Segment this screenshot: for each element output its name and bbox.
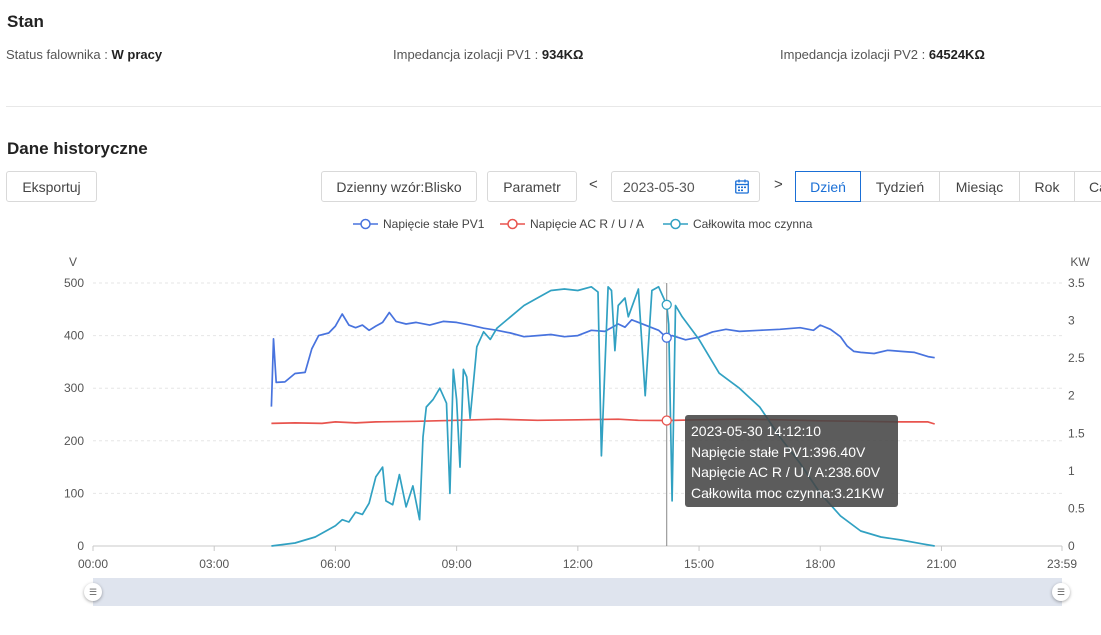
legend-pv1-label: Napięcie stałe PV1 bbox=[383, 217, 485, 231]
tab-day[interactable]: Dzień bbox=[795, 171, 861, 202]
separator: : bbox=[921, 47, 926, 62]
tab-week[interactable]: Tydzień bbox=[860, 171, 940, 202]
calendar-icon[interactable] bbox=[735, 179, 749, 197]
x-tick-label: 09:00 bbox=[442, 557, 472, 571]
slider-handle-icon: ☰ bbox=[1056, 586, 1066, 597]
pv2-insulation-label: Impedancja izolacji PV2 bbox=[780, 47, 919, 62]
y-right-tick-label: 3.5 bbox=[1068, 276, 1085, 290]
legend-ac-label: Napięcie AC R / U / A bbox=[530, 217, 645, 231]
series-power-line bbox=[271, 285, 935, 547]
previous-date-button[interactable]: < bbox=[589, 176, 598, 193]
inverter-status: Status falownika : W pracy bbox=[6, 47, 162, 62]
parameter-button[interactable]: Parametr bbox=[487, 171, 577, 202]
export-button[interactable]: Eksportuj bbox=[6, 171, 97, 202]
y-right-tick-label: 0.5 bbox=[1068, 501, 1085, 515]
x-tick-label: 18:00 bbox=[805, 557, 835, 571]
history-title: Dane historyczne bbox=[7, 139, 148, 158]
status-title: Stan bbox=[7, 12, 44, 31]
y-left-tick-label: 400 bbox=[64, 329, 84, 343]
legend-item-ac[interactable]: Napięcie AC R / U / A bbox=[500, 217, 644, 231]
legend-item-pv1[interactable]: Napięcie stałe PV1 bbox=[353, 217, 484, 231]
y-left-tick-label: 200 bbox=[64, 434, 84, 448]
y-right-tick-label: 1.5 bbox=[1068, 426, 1085, 440]
chart-tooltip: 2023-05-30 14:12:10 Napięcie stałe PV1:3… bbox=[685, 415, 898, 507]
y-left-tick-label: 500 bbox=[64, 276, 84, 290]
y-left-tick-label: 0 bbox=[77, 539, 84, 553]
time-range-slider[interactable] bbox=[93, 578, 1062, 606]
cursor-point bbox=[661, 415, 672, 426]
next-date-button[interactable]: > bbox=[774, 176, 783, 193]
pv1-insulation-value: 934KΩ bbox=[541, 47, 584, 62]
inverter-status-value: W pracy bbox=[111, 47, 163, 62]
x-tick-label: 21:00 bbox=[926, 557, 956, 571]
tooltip-pv1: Napięcie stałe PV1:396.40V bbox=[691, 443, 866, 460]
tab-total[interactable]: Ca bbox=[1074, 171, 1101, 202]
x-tick-label: 03:00 bbox=[199, 557, 229, 571]
y-right-tick-label: 3 bbox=[1068, 314, 1075, 328]
x-tick-label: 12:00 bbox=[563, 557, 593, 571]
pv2-insulation-value: 64524KΩ bbox=[928, 47, 985, 62]
inverter-status-label: Status falownika bbox=[6, 47, 101, 62]
y-right-tick-label: 1 bbox=[1068, 464, 1075, 478]
slider-handle-icon: ☰ bbox=[88, 586, 98, 597]
pv1-insulation-label: Impedancja izolacji PV1 bbox=[393, 47, 532, 62]
y-left-tick-label: 100 bbox=[64, 486, 84, 500]
history-chart[interactable]: 500 400 300 200 100 0 3.5 3 2.5 2 1.5 1 0.5 0 V KW 00:00… bbox=[0, 205, 1101, 575]
x-tick-label: 00:00 bbox=[78, 557, 108, 571]
x-tick-label: 06:00 bbox=[320, 557, 350, 571]
section-divider bbox=[6, 106, 1101, 107]
tooltip-ac: Napięcie AC R / U / A:238.60V bbox=[691, 464, 881, 480]
legend-ac-icon bbox=[500, 218, 525, 230]
y-right-tick-label: 2 bbox=[1068, 389, 1075, 403]
date-picker-input[interactable]: 2023-05-30 bbox=[611, 171, 760, 202]
y-right-unit: KW bbox=[1070, 255, 1090, 269]
legend-power-icon bbox=[663, 218, 688, 230]
cursor-point bbox=[661, 299, 672, 310]
tab-month[interactable]: Miesiąc bbox=[939, 171, 1020, 202]
pv2-insulation: Impedancja izolacji PV2 : 64524KΩ bbox=[780, 47, 985, 62]
period-tabs: Dzień Tydzień Miesiąc Rok Ca bbox=[795, 171, 1101, 202]
tooltip-power: Całkowita moc czynna:3.21KW bbox=[691, 484, 884, 501]
y-left-tick-label: 300 bbox=[64, 381, 84, 395]
y-right-tick-label: 2.5 bbox=[1068, 351, 1085, 365]
cursor-point bbox=[661, 332, 672, 343]
date-value: 2023-05-30 bbox=[623, 178, 695, 195]
x-tick-label: 15:00 bbox=[684, 557, 714, 571]
slider-start-handle[interactable]: ☰ bbox=[84, 583, 102, 601]
y-left-unit: V bbox=[69, 255, 77, 269]
legend-item-power[interactable]: Całkowita moc czynna bbox=[663, 217, 812, 231]
separator: : bbox=[104, 47, 108, 62]
separator: : bbox=[534, 47, 539, 62]
slider-end-handle[interactable]: ☰ bbox=[1052, 583, 1070, 601]
x-tick-label: 23:59 bbox=[1047, 557, 1077, 571]
tooltip-time: 2023-05-30 14:12:10 bbox=[691, 423, 821, 439]
daily-pattern-button[interactable]: Dzienny wzór:Blisko bbox=[321, 171, 477, 202]
tab-year[interactable]: Rok bbox=[1019, 171, 1075, 202]
legend-power-label: Całkowita moc czynna bbox=[693, 217, 813, 231]
y-right-tick-label: 0 bbox=[1068, 539, 1075, 553]
legend-pv1-icon bbox=[353, 218, 378, 230]
pv1-insulation: Impedancja izolacji PV1 : 934KΩ bbox=[393, 47, 583, 62]
series-pv1-line bbox=[270, 311, 935, 407]
